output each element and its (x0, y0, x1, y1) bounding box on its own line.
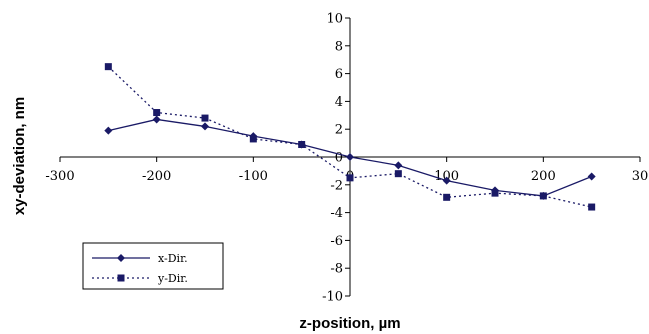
y-dir-data-point (153, 109, 161, 117)
y-dir-legend-label: y-Dir. (157, 272, 188, 285)
y-tick-label: -2 (330, 178, 343, 193)
x-tick-label: 30 (632, 169, 649, 184)
y-tick-label: 2 (335, 123, 343, 138)
y-tick-label: 10 (326, 12, 343, 27)
x-dir-data-point (394, 161, 403, 170)
y-dir-data-point (394, 170, 402, 178)
tick-labels: -300-200-1000100200301086420-2-4-6-8-10 (45, 12, 648, 305)
x-dir-data-point (201, 122, 209, 131)
legend: x-Dir. y-Dir. (82, 242, 224, 290)
x-dir-data-point (104, 126, 113, 135)
x-dir-legend-label: x-Dir. (158, 252, 188, 265)
x-tick-label: 200 (531, 169, 556, 184)
y-dir-data-point (491, 189, 499, 197)
x-dir-legend-marker (117, 254, 125, 262)
x-tick-label: -200 (142, 169, 171, 184)
x-dir-data-point (587, 172, 596, 181)
y-tick-label: -10 (322, 290, 343, 305)
y-dir-data-point (249, 135, 257, 143)
y-tick-label: 6 (335, 67, 343, 82)
y-dir-legend-marker (117, 274, 125, 282)
y-axis-title: xy-deviation, nm (11, 97, 28, 215)
series-markers (104, 63, 596, 211)
y-dir-data-point (443, 193, 451, 201)
legend-items: x-Dir. y-Dir. (92, 252, 188, 285)
x-dir-data-point (346, 153, 354, 161)
legend-box (82, 242, 224, 290)
y-tick-label: 8 (335, 39, 343, 54)
x-tick-label: -100 (239, 169, 268, 184)
x-tick-label: -300 (45, 169, 74, 184)
y-dir-data-point (588, 203, 596, 211)
y-dir-data-point (201, 114, 209, 122)
x-dir-data-point (152, 115, 161, 124)
y-tick-label: -6 (330, 234, 343, 249)
y-dir-data-point (298, 140, 306, 148)
y-tick-label: 0 (335, 151, 343, 166)
y-tick-label: -8 (330, 262, 343, 277)
x-dir-data-point (442, 176, 451, 185)
x-axis-title: z-position, µm (299, 315, 400, 332)
x-tick-label: 100 (434, 169, 459, 184)
y-tick-label: -4 (330, 206, 343, 221)
y-dir-data-point (104, 63, 112, 71)
y-tick-label: 4 (335, 95, 343, 110)
y-dir-data-point (346, 174, 354, 182)
y-dir-data-point (539, 192, 547, 200)
